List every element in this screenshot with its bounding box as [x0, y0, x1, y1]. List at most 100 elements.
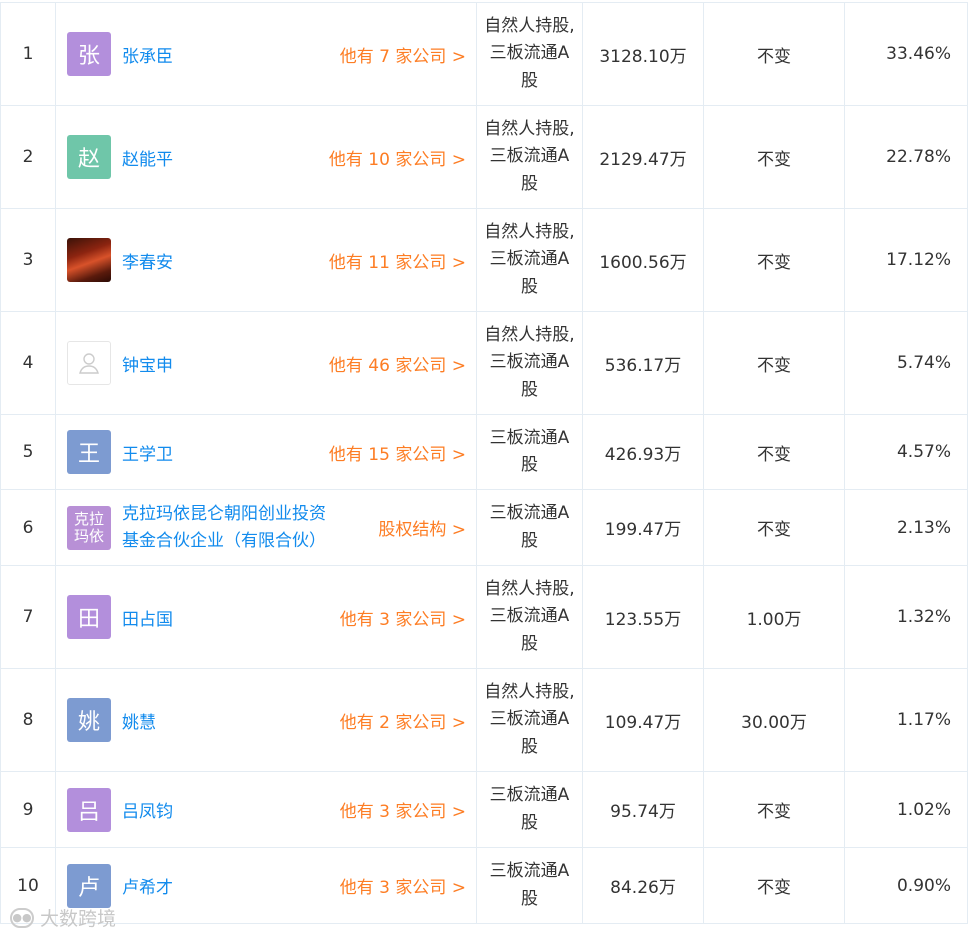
related-companies-link[interactable]: 他有 3 家公司 >	[339, 802, 466, 822]
share-amount: 84.26万	[582, 847, 704, 924]
share-percent: 17.12%	[844, 208, 968, 312]
shareholder-cell: 张 张承臣 他有 7 家公司 >	[55, 2, 477, 106]
shareholder-table: 1 张 张承臣 他有 7 家公司 > 自然人持股,三板流通A股 3128.10万…	[0, 2, 968, 924]
table-row: 5 王 王学卫 他有 15 家公司 > 三板流通A股 426.93万 不变 4.…	[0, 414, 968, 490]
shareholder-name-link[interactable]: 王学卫	[122, 444, 173, 465]
share-amount: 426.93万	[582, 414, 704, 490]
avatar: 赵	[67, 135, 111, 179]
table-row: 10 卢 卢希才 他有 3 家公司 > 三板流通A股 84.26万 不变 0.9…	[0, 847, 968, 924]
default-user-icon	[67, 341, 111, 385]
shareholder-name-link[interactable]: 卢希才	[122, 878, 173, 898]
related-companies-link[interactable]: 他有 15 家公司 >	[328, 444, 466, 465]
shareholder-name-link[interactable]: 克拉玛依昆仑朝阳创业投资基金合伙企业（有限合伙）	[122, 503, 326, 551]
related-companies-link[interactable]: 他有 3 家公司 >	[339, 609, 466, 630]
share-percent: 1.32%	[844, 565, 968, 669]
share-change: 不变	[703, 414, 845, 490]
avatar: 卢	[67, 863, 111, 908]
table-row: 8 姚 姚慧 他有 2 家公司 > 自然人持股,三板流通A股 109.47万 3…	[0, 668, 968, 772]
share-amount: 95.74万	[582, 771, 704, 848]
share-type: 三板流通A股	[476, 771, 583, 848]
share-amount: 1600.56万	[582, 208, 704, 312]
share-change: 不变	[703, 771, 845, 848]
share-type: 自然人持股,三板流通A股	[476, 105, 583, 209]
shareholder-cell: 李春安 他有 11 家公司 >	[55, 208, 477, 312]
share-percent: 33.46%	[844, 2, 968, 106]
avatar: 田	[67, 595, 111, 639]
avatar-photo	[67, 238, 111, 282]
share-amount: 109.47万	[582, 668, 704, 772]
watermark: ●● 大数跨境	[10, 904, 116, 931]
shareholder-cell: 卢 卢希才 他有 3 家公司 >	[55, 847, 477, 924]
share-percent: 4.57%	[844, 414, 968, 490]
table-row: 1 张 张承臣 他有 7 家公司 > 自然人持股,三板流通A股 3128.10万…	[0, 2, 968, 106]
related-companies-link[interactable]: 他有 3 家公司 >	[339, 878, 466, 898]
share-change: 不变	[703, 311, 845, 415]
share-type: 三板流通A股	[476, 414, 583, 490]
share-amount: 536.17万	[582, 311, 704, 415]
shareholder-name-link[interactable]: 钟宝申	[122, 355, 173, 376]
related-companies-link[interactable]: 他有 11 家公司 >	[328, 252, 466, 273]
share-percent: 1.02%	[844, 771, 968, 848]
row-index: 5	[0, 414, 56, 490]
share-type: 自然人持股,三板流通A股	[476, 208, 583, 312]
share-amount: 2129.47万	[582, 105, 704, 209]
share-type: 三板流通A股	[476, 847, 583, 924]
share-change: 不变	[703, 105, 845, 209]
row-index: 8	[0, 668, 56, 772]
table-row: 6 克拉玛依 克拉玛依昆仑朝阳创业投资基金合伙企业（有限合伙） 股权结构 > 三…	[0, 489, 968, 566]
share-type: 自然人持股,三板流通A股	[476, 668, 583, 772]
table-row: 4 钟宝申 他有 46 家公司 > 自然人持股,三板流通A股 536.17万 不…	[0, 311, 968, 415]
row-index: 6	[0, 489, 56, 566]
shareholder-name-link[interactable]: 田占国	[122, 609, 173, 630]
watermark-logo-icon: ●●	[10, 907, 34, 928]
shareholder-name-link[interactable]: 张承臣	[122, 46, 173, 67]
share-percent: 22.78%	[844, 105, 968, 209]
shareholder-cell: 田 田占国 他有 3 家公司 >	[55, 565, 477, 669]
row-index: 7	[0, 565, 56, 669]
row-index: 3	[0, 208, 56, 312]
avatar: 王	[67, 430, 111, 474]
share-amount: 123.55万	[582, 565, 704, 669]
related-companies-link[interactable]: 他有 10 家公司 >	[328, 149, 466, 170]
share-change: 不变	[703, 2, 845, 106]
share-type: 三板流通A股	[476, 489, 583, 566]
share-change: 不变	[703, 489, 845, 566]
share-change: 不变	[703, 208, 845, 312]
share-change: 1.00万	[703, 565, 845, 669]
table-row: 2 赵 赵能平 他有 10 家公司 > 自然人持股,三板流通A股 2129.47…	[0, 105, 968, 209]
related-companies-link[interactable]: 他有 7 家公司 >	[339, 46, 466, 67]
shareholder-cell: 姚 姚慧 他有 2 家公司 >	[55, 668, 477, 772]
share-percent: 2.13%	[844, 489, 968, 566]
shareholder-cell: 吕 吕凤钧 他有 3 家公司 >	[55, 771, 477, 848]
row-index: 1	[0, 2, 56, 106]
shareholder-cell: 钟宝申 他有 46 家公司 >	[55, 311, 477, 415]
avatar: 克拉玛依	[67, 505, 111, 550]
related-companies-link[interactable]: 他有 2 家公司 >	[339, 712, 466, 733]
share-type: 自然人持股,三板流通A股	[476, 2, 583, 106]
shareholder-cell: 赵 赵能平 他有 10 家公司 >	[55, 105, 477, 209]
row-index: 2	[0, 105, 56, 209]
shareholder-name-link[interactable]: 赵能平	[122, 149, 173, 170]
avatar: 吕	[67, 787, 111, 832]
equity-structure-link[interactable]: 股权结构 >	[378, 520, 466, 540]
table-row: 7 田 田占国 他有 3 家公司 > 自然人持股,三板流通A股 123.55万 …	[0, 565, 968, 669]
share-type: 自然人持股,三板流通A股	[476, 565, 583, 669]
avatar: 张	[67, 32, 111, 76]
shareholder-name-link[interactable]: 姚慧	[122, 712, 156, 733]
shareholder-cell: 克拉玛依 克拉玛依昆仑朝阳创业投资基金合伙企业（有限合伙） 股权结构 >	[55, 489, 477, 566]
shareholder-name-link[interactable]: 李春安	[122, 252, 173, 273]
shareholder-name-link[interactable]: 吕凤钧	[122, 802, 173, 822]
shareholder-cell: 王 王学卫 他有 15 家公司 >	[55, 414, 477, 490]
table-row: 9 吕 吕凤钧 他有 3 家公司 > 三板流通A股 95.74万 不变 1.02…	[0, 771, 968, 848]
row-index: 9	[0, 771, 56, 848]
share-percent: 0.90%	[844, 847, 968, 924]
related-companies-link[interactable]: 他有 46 家公司 >	[328, 355, 466, 376]
share-percent: 1.17%	[844, 668, 968, 772]
share-change: 不变	[703, 847, 845, 924]
share-type: 自然人持股,三板流通A股	[476, 311, 583, 415]
avatar: 姚	[67, 698, 111, 742]
table-row: 3 李春安 他有 11 家公司 > 自然人持股,三板流通A股 1600.56万 …	[0, 208, 968, 312]
share-percent: 5.74%	[844, 311, 968, 415]
share-change: 30.00万	[703, 668, 845, 772]
share-amount: 199.47万	[582, 489, 704, 566]
